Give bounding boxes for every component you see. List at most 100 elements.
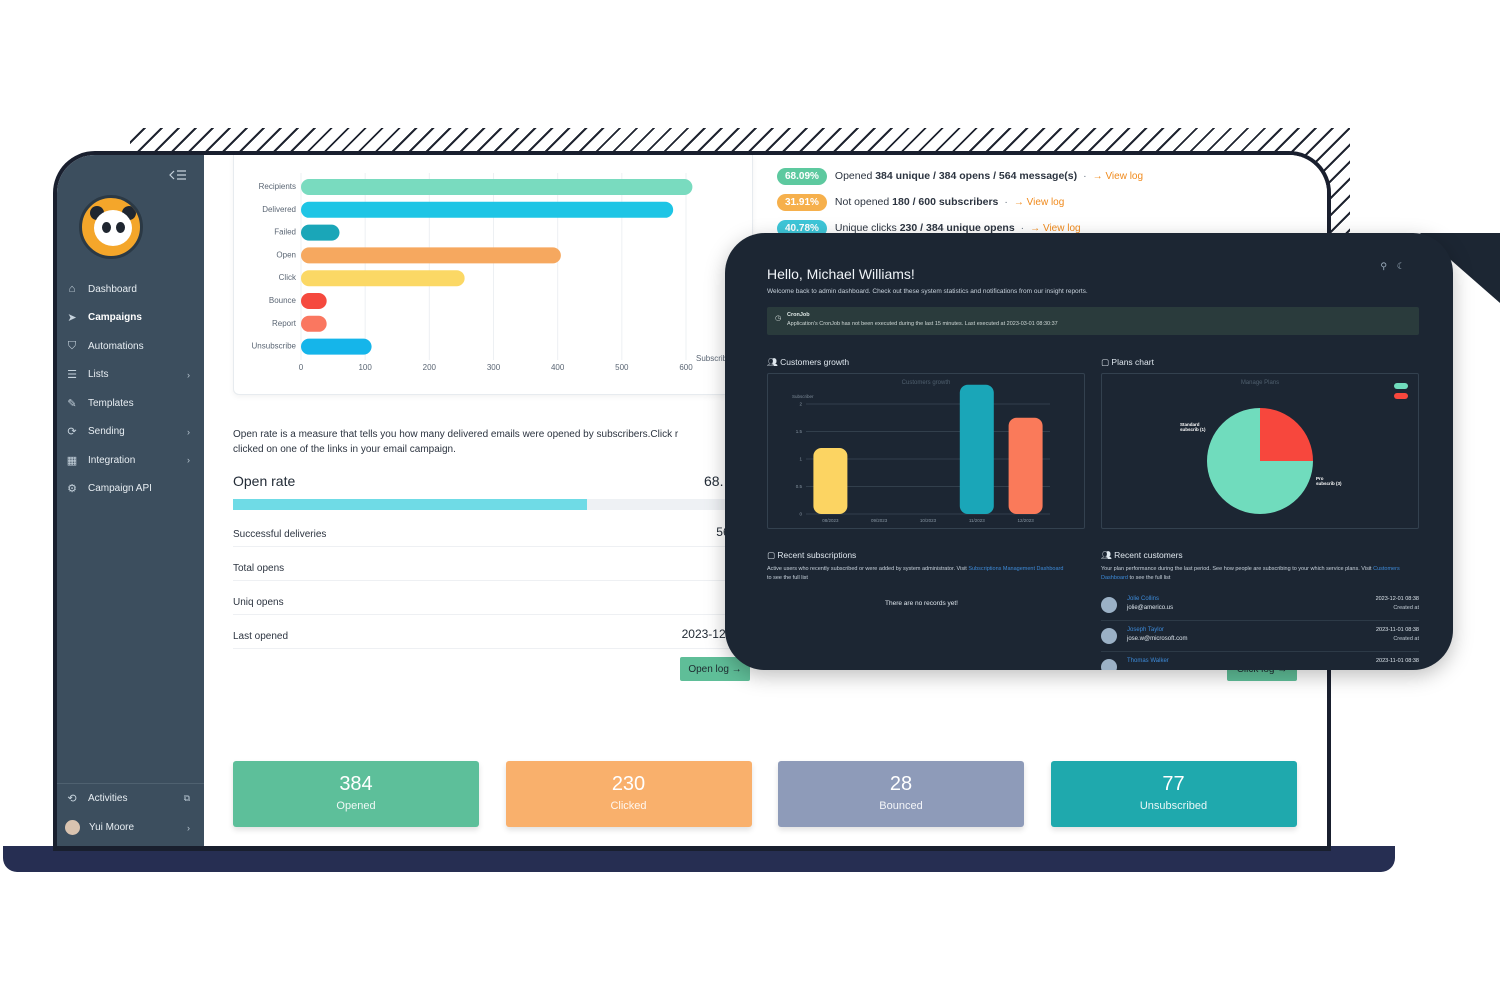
separator: · — [1004, 196, 1008, 208]
x-tick-label: 500 — [615, 363, 629, 372]
moon-icon[interactable]: ☾ — [1396, 261, 1415, 271]
summary-tile-clicked[interactable]: 230 Clicked — [505, 761, 752, 827]
chart-caption: Customers growth — [901, 380, 951, 386]
customers-dashboard-link[interactable]: Customers Dashboard — [1101, 566, 1400, 581]
tile-label: Clicked — [610, 800, 647, 812]
users-icon: 👥︎ — [1101, 550, 1112, 560]
tile-label: Unsubscribed — [1139, 800, 1208, 812]
bar-open — [301, 247, 561, 264]
customer-row[interactable]: Jolie Collins jolie@americo.us 2023-12-01 … — [1101, 593, 1419, 621]
send-icon: ➤ — [67, 312, 77, 325]
sidebar-item-user[interactable]: Yui Moore › — [57, 813, 204, 842]
customers-growth-heading: 👥︎ Customers growth — [767, 357, 850, 367]
open-stat-label: Last opened — [233, 631, 289, 642]
search-icon[interactable]: ⚲ — [1380, 261, 1397, 271]
sidebar-item-templates[interactable]: ✎ Templates — [57, 389, 204, 418]
tile-number: 77 — [1162, 773, 1185, 795]
customer-name[interactable]: Thomas Walker — [1127, 658, 1169, 664]
sidebar-item-lists[interactable]: ☰ Lists › — [57, 361, 204, 390]
panda-logo — [79, 195, 143, 259]
admin-dashboard-panel: Hello, Michael Williams! Welcome back to… — [725, 233, 1453, 670]
x-tick-label: 0 — [299, 363, 304, 372]
summary-tile-unsubscribed[interactable]: 77 Unsubscribed — [1050, 761, 1297, 827]
avatar — [1101, 628, 1117, 644]
shield-icon: ⛉ — [67, 339, 77, 352]
tile-number: 230 — [611, 773, 646, 795]
x-tick-label: 12/2023 — [1017, 518, 1034, 523]
summary-tile-opened[interactable]: 384 Opened — [233, 761, 479, 827]
customer-row[interactable]: Joseph Taylor jose.w@microsoft.com 2023-11… — [1101, 624, 1419, 652]
bar-recipients — [301, 179, 693, 195]
y-category-label: Recipients — [259, 182, 296, 191]
percent-badge: 68.09% — [777, 167, 827, 185]
stat-label: Opened — [834, 170, 876, 182]
customer-name[interactable]: Jolie Collins — [1127, 596, 1160, 602]
home-icon: ⌂ — [68, 283, 76, 296]
x-tick-label: 300 — [487, 363, 501, 372]
customer-name[interactable]: Joseph Taylor — [1127, 627, 1164, 633]
x-tick-label: 100 — [358, 363, 372, 372]
square-icon: ▢ — [767, 550, 776, 560]
arrow-right-icon: → — [1030, 222, 1043, 234]
empty-state: There are no records yet! — [885, 600, 958, 607]
stat-label: Not opened — [834, 196, 893, 208]
recent-customers-heading: 👥︎ Recent customers — [1101, 550, 1183, 560]
cronjob-title: CronJob — [787, 312, 810, 318]
legend-swatch — [1394, 383, 1408, 389]
growth-bar — [959, 384, 994, 514]
y-category-label: Failed — [274, 228, 296, 237]
users-icon: 👥︎ — [767, 357, 778, 367]
pie-slice — [1260, 408, 1313, 461]
panel-toolbar: ⚲☾ — [1380, 261, 1415, 272]
cronjob-alert: ◷ CronJob Application's CronJob has not … — [767, 307, 1419, 335]
sidebar-item-activities[interactable]: ⟲ Activities ⧉ — [57, 784, 204, 813]
cronjob-message: Application's CronJob has not been execu… — [787, 321, 1058, 327]
bar-click — [301, 270, 465, 287]
bar-delivered — [301, 201, 674, 218]
subscriptions-dashboard-link[interactable]: Subscriptions Management Dashboard — [968, 566, 1064, 572]
bar-failed — [301, 224, 340, 241]
collapse-menu-icon[interactable] — [169, 169, 187, 183]
x-tick-label: 11/2023 — [969, 518, 985, 523]
delivery-bar-chart: 0 100 200 300 400 500 600 Recipients Delivered Fa… — [252, 173, 728, 372]
view-log-link[interactable]: → View log — [1030, 223, 1080, 234]
view-log-link[interactable]: → View log — [1093, 171, 1143, 182]
plans-chart-heading: ▢ Plans chart — [1101, 357, 1154, 367]
gear-icon: ⚙ — [67, 483, 77, 496]
sidebar-item-campaign-api[interactable]: ⚙ Campaign API — [57, 475, 204, 504]
sidebar-item-automations[interactable]: ⛉ Automations — [57, 332, 204, 361]
sidebar-item-label: Campaign API — [88, 483, 152, 495]
open-stat-label: Total opens — [233, 563, 285, 574]
greeting: Hello, Michael Williams! — [767, 266, 915, 282]
sidebar-item-campaigns[interactable]: ➤ Campaigns — [57, 304, 204, 333]
customer-date: 2023-11-01 08:38 — [1375, 658, 1419, 664]
summary-tile-bounced[interactable]: 28 Bounced — [778, 761, 1024, 827]
sidebar-item-label: Dashboard — [88, 283, 137, 295]
delivery-chart-card: 0 100 200 300 400 500 600 Recipients Delivered Fa… — [233, 155, 753, 395]
view-log-link[interactable]: → View log — [1014, 197, 1064, 208]
plans-pie-chart: Manage Plans Standard subscrib (1) Pro subs… — [1101, 373, 1419, 529]
y-tick-label: 0 — [799, 512, 802, 517]
pie-label: Standard subscrib (1) — [1180, 422, 1206, 432]
list-icon: ☰ — [67, 369, 77, 382]
x-tick-label: 400 — [551, 363, 565, 372]
sidebar-item-sending[interactable]: ⟳ Sending › — [57, 418, 204, 447]
sidebar-bottom: ⟲ Activities ⧉ Yui Moore › — [57, 783, 204, 842]
sidebar-item-dashboard[interactable]: ⌂ Dashboard — [57, 275, 204, 304]
chevron-right-icon: › — [187, 369, 190, 380]
customer-row[interactable]: Thomas Walker 2023-11-01 08:38 — [1101, 655, 1419, 670]
open-rate-description: Open rate is a measure that tells you ho… — [233, 427, 753, 457]
stat-row: 31.91% Not opened 180 / 600 subscribers · →… — [777, 189, 1317, 215]
sidebar-item-integration[interactable]: ▦ Integration › — [57, 446, 204, 475]
sidebar-item-label: Campaigns — [88, 312, 142, 324]
description-line: clicked on one of the links in your emai… — [233, 444, 456, 455]
y-tick-label: 1.5 — [796, 429, 803, 434]
stat-value: 180 / 600 subscribers — [892, 196, 999, 208]
avatar — [65, 820, 80, 835]
bar-unsubscribe — [301, 338, 372, 355]
open-log-button[interactable]: Open log → — [680, 657, 750, 681]
sidebar-item-label: Integration — [88, 454, 136, 466]
y-category-label: Report — [272, 319, 297, 328]
tile-number: 28 — [889, 773, 913, 795]
tile-label: Bounced — [879, 800, 923, 812]
